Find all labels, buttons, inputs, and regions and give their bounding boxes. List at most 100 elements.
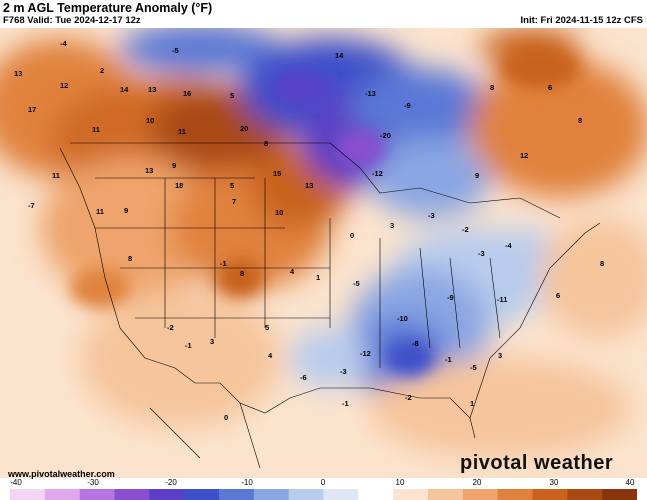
colorbar-swatch xyxy=(497,489,533,500)
anomaly-value: 9 xyxy=(172,161,176,170)
colorbar-swatch xyxy=(114,489,150,500)
anomaly-value: 6 xyxy=(556,291,560,300)
anomaly-value: 7 xyxy=(232,197,236,206)
anomaly-value: -12 xyxy=(372,169,383,178)
colorbar-swatch xyxy=(358,489,394,500)
anomaly-value: 8 xyxy=(264,139,268,148)
anomaly-value: 20 xyxy=(240,124,248,133)
valid-time: F768 Valid: Tue 2024-12-17 12z xyxy=(3,15,141,26)
colorbar-swatch xyxy=(10,489,46,500)
colorbar-swatch xyxy=(288,489,324,500)
colorbar-tick: 10 xyxy=(395,478,405,487)
anomaly-value: 11 xyxy=(52,171,60,180)
colorbar-swatch xyxy=(323,489,359,500)
colorbar-swatch xyxy=(44,489,81,500)
colorbar-swatch xyxy=(567,489,603,500)
anomaly-value: -9 xyxy=(447,293,454,302)
anomaly-value: 0 xyxy=(224,413,228,422)
anomaly-map-canvas: -4 13 12 17 2 14 13 16 5 -5 14 -13 -9 -2… xyxy=(0,28,647,478)
init-time: Init: Fri 2024-11-15 12z CFS xyxy=(520,15,644,26)
anomaly-value: 2 xyxy=(100,66,104,75)
anomaly-value: 13 xyxy=(145,166,153,175)
anomaly-value: -8 xyxy=(412,339,419,348)
anomaly-value: -7 xyxy=(28,201,35,210)
map-title: 2 m AGL Temperature Anomaly (°F) xyxy=(3,1,213,15)
site-url: www.pivotalweather.com xyxy=(8,469,115,479)
anomaly-value: 5 xyxy=(230,91,234,100)
anomaly-value: -3 xyxy=(340,367,347,376)
anomaly-value: 16 xyxy=(183,89,191,98)
anomaly-value: -2 xyxy=(167,323,174,332)
anomaly-value: -3 xyxy=(478,249,485,258)
anomaly-value: -13 xyxy=(365,89,376,98)
colorbar-tick: -20 xyxy=(165,478,177,487)
anomaly-value: -1 xyxy=(445,355,452,364)
anomaly-value: 3 xyxy=(390,221,394,230)
anomaly-value: 4 xyxy=(268,351,273,360)
anomaly-value: 11 xyxy=(92,125,100,134)
anomaly-value: 14 xyxy=(335,51,344,60)
colorbar-swatch xyxy=(253,489,290,500)
anomaly-value: -5 xyxy=(470,363,477,372)
colorbar-tick: 30 xyxy=(549,478,559,487)
colorbar-tick: -40 xyxy=(10,478,22,487)
anomaly-value: -5 xyxy=(172,46,179,55)
anomaly-value: -2 xyxy=(405,393,412,402)
anomaly-value: 12 xyxy=(60,81,68,90)
anomaly-value: 9 xyxy=(124,206,128,215)
colorbar-ticks: -40 -30 -20 -10 0 10 20 30 40 xyxy=(0,478,647,488)
anomaly-value: 8 xyxy=(128,254,132,263)
colorbar-tick: -30 xyxy=(87,478,99,487)
colorbar-tick: 20 xyxy=(472,478,482,487)
colorbar-tick: 40 xyxy=(625,478,635,487)
colorbar-swatches xyxy=(10,489,637,500)
anomaly-value: -11 xyxy=(497,295,507,304)
anomaly-value: 11 xyxy=(178,127,186,136)
anomaly-value: -4 xyxy=(505,241,512,250)
anomaly-value: 3 xyxy=(210,337,214,346)
header-bar: 2 m AGL Temperature Anomaly (°F) F768 Va… xyxy=(0,0,647,28)
anomaly-value: -1 xyxy=(185,341,192,350)
anomaly-field xyxy=(0,28,647,458)
anomaly-value: -10 xyxy=(397,314,408,323)
anomaly-value: -9 xyxy=(404,101,411,110)
anomaly-value: 8 xyxy=(490,83,494,92)
anomaly-value: 0 xyxy=(350,231,354,240)
anomaly-value: 1 xyxy=(316,273,320,282)
anomaly-value: 17 xyxy=(28,105,36,114)
colorbar-swatch xyxy=(428,489,464,500)
anomaly-labels: -4 13 12 17 2 14 13 16 5 -5 14 -13 -9 -2… xyxy=(14,39,604,422)
colorbar-swatch xyxy=(184,489,220,500)
anomaly-map: -4 13 12 17 2 14 13 16 5 -5 14 -13 -9 -2… xyxy=(0,28,647,478)
boundary-lines xyxy=(59,142,601,469)
anomaly-value: -2 xyxy=(462,225,469,234)
anomaly-field-detail xyxy=(70,48,580,376)
colorbar-swatch xyxy=(393,489,429,500)
us-south-coast xyxy=(59,147,476,439)
anomaly-value: 1 xyxy=(470,399,474,408)
anomaly-value: 4 xyxy=(290,267,295,276)
anomaly-value: 9 xyxy=(475,171,479,180)
anomaly-value: 13 xyxy=(14,69,22,78)
anomaly-value: 13 xyxy=(148,85,156,94)
anomaly-value: 8 xyxy=(240,269,244,278)
colorbar xyxy=(10,489,637,500)
anomaly-value: 15 xyxy=(273,169,281,178)
anomaly-value: -12 xyxy=(360,349,371,358)
anomaly-value: 12 xyxy=(520,151,528,160)
anomaly-value: 5 xyxy=(265,323,269,332)
anomaly-value: 6 xyxy=(548,83,552,92)
colorbar-swatch xyxy=(532,489,568,500)
colorbar-swatch xyxy=(462,489,499,500)
anomaly-value: -3 xyxy=(428,211,435,220)
anomaly-value: -5 xyxy=(353,279,360,288)
colorbar-swatch xyxy=(149,489,185,500)
colorbar-swatch xyxy=(602,489,637,500)
anomaly-value: 18 xyxy=(175,181,183,190)
anomaly-value: 14 xyxy=(120,85,129,94)
anomaly-value: 11 xyxy=(96,207,104,216)
anomaly-value: 8 xyxy=(578,116,582,125)
anomaly-value: 10 xyxy=(146,116,154,125)
anomaly-value: -4 xyxy=(60,39,67,48)
brand-logo: pivotal weather xyxy=(460,452,614,474)
